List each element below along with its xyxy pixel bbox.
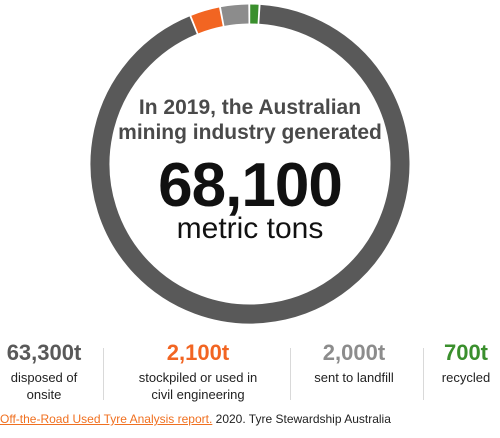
stat-stockpiled-value: 2,100t (166, 340, 230, 365)
headline-line-2: mining industry generated (118, 121, 382, 144)
stat-disposed-onsite-value: 63,300t (6, 340, 82, 365)
stat-landfill-value: 2,000t (322, 340, 386, 365)
donut-slice-landfill (220, 4, 249, 26)
stat-label-line: civil engineering (151, 387, 245, 402)
source-report-link[interactable]: Off-the-Road Used Tyre Analysis report. (0, 412, 213, 426)
stat-stockpiled-label: stockpiled or used in civil engineering (118, 369, 278, 403)
stat-landfill: 2,000t sent to landfill (298, 340, 410, 386)
stat-recycled: 700t recycled (432, 340, 500, 386)
stat-divider (103, 348, 104, 400)
stat-disposed-onsite-label: disposed of onsite (0, 369, 88, 403)
stat-recycled-value: 700t (443, 340, 489, 365)
stat-stockpiled: 2,100t stockpiled or used in civil engin… (118, 340, 278, 403)
source-citation-rest: 2020. Tyre Stewardship Australia (212, 412, 391, 426)
donut-slice-disposed-onsite (90, 4, 410, 324)
donut-slice-stockpiled (191, 7, 223, 34)
donut-chart (90, 4, 410, 324)
total-tons-value: 68,100 (158, 151, 343, 220)
headline-line-1: In 2019, the Australian (138, 96, 362, 119)
stat-label-line: stockpiled or used in (138, 370, 258, 385)
stat-recycled-label: recycled (441, 370, 491, 385)
stat-disposed-onsite: 63,300t disposed of onsite (0, 340, 88, 403)
stat-label-line: disposed of (10, 370, 78, 385)
stat-label-line: onsite (26, 387, 62, 402)
stat-divider (290, 348, 291, 400)
stat-landfill-label: sent to landfill (314, 370, 394, 385)
total-tons-unit: metric tons (176, 212, 324, 245)
stat-divider (423, 348, 424, 400)
stats-row: 63,300t disposed of onsite 2,100t stockp… (0, 340, 500, 406)
source-citation: Off-the-Road Used Tyre Analysis report. … (0, 412, 500, 426)
